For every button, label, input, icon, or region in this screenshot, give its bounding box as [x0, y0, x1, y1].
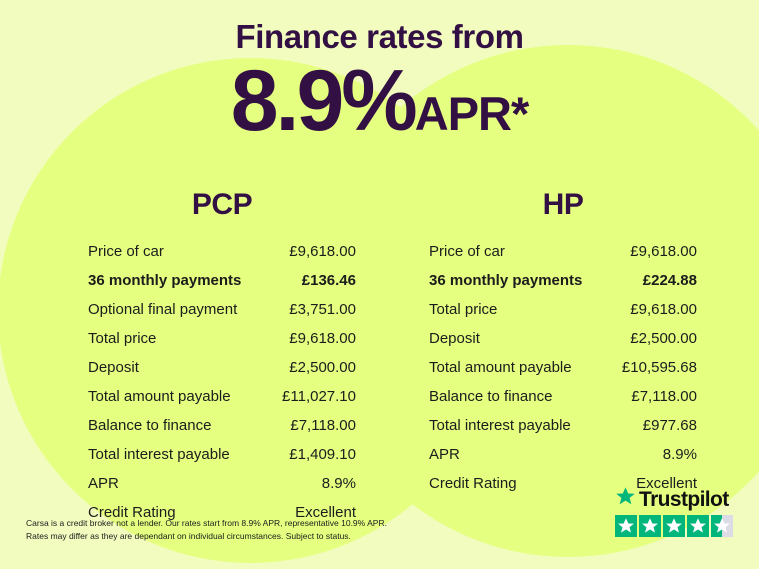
row-value: £10,595.68 [621, 359, 697, 376]
row-label: 36 monthly payments [88, 272, 242, 289]
row-label: Price of car [88, 243, 164, 260]
trustpilot-wordmark: Trustpilot [615, 487, 737, 511]
headline-rate: 8.9%APR* [0, 58, 759, 144]
table-row: Balance to finance £7,118.00 [429, 389, 697, 418]
row-value: £7,118.00 [631, 388, 697, 405]
row-label: Deposit [429, 330, 480, 347]
pcp-rows-body: Price of car £9,618.00 36 monthly payments… [88, 244, 356, 534]
table-row: Credit Rating Excellent [88, 505, 356, 534]
row-value: £9,618.00 [289, 330, 356, 347]
row-label: Total price [429, 301, 498, 318]
row-value: £224.88 [642, 272, 697, 289]
rate-value: 8.9% [230, 53, 418, 149]
page-title: Finance rates from [235, 18, 524, 55]
row-label: Total amount payable [429, 359, 572, 376]
row-value: £9,618.00 [630, 243, 697, 260]
row-value: 8.9% [321, 475, 356, 492]
trustpilot-star-icon [615, 486, 636, 512]
row-label: Price of car [429, 243, 505, 260]
row-label: Total amount payable [88, 388, 231, 405]
row-value: £7,118.00 [290, 417, 356, 434]
row-value: £2,500.00 [289, 359, 356, 376]
row-value: Excellent [636, 475, 697, 492]
disclaimer-line-2: Rates may differ as they are dependant o… [26, 531, 351, 542]
row-value: £3,751.00 [289, 301, 356, 318]
table-row: Balance to finance £7,118.00 [88, 418, 356, 447]
table-row: Total interest payable £977.68 [429, 418, 697, 447]
row-label: Balance to finance [88, 417, 212, 434]
row-value: 8.9% [662, 446, 697, 463]
rate-unit: APR* [414, 87, 530, 140]
table-row: Total amount payable £11,027.10 [88, 389, 356, 418]
row-value: £2,500.00 [630, 330, 697, 347]
trustpilot-star-rating [615, 515, 737, 537]
row-label: 36 monthly payments [429, 272, 583, 289]
table-row: APR 8.9% [88, 476, 356, 505]
table-row: Optional final payment £3,751.00 [88, 302, 356, 331]
table-row: Credit Rating Excellent [429, 476, 697, 505]
table-row: Price of car £9,618.00 [429, 244, 697, 273]
row-label: APR [429, 446, 460, 463]
table-row: Total price £9,618.00 [88, 331, 356, 360]
row-label: Total price [88, 330, 157, 347]
table-title-pcp: PCP [191, 188, 253, 221]
trustpilot-full-star-icon [615, 515, 637, 537]
row-value: £9,618.00 [630, 301, 697, 318]
row-label: Credit Rating [88, 504, 176, 521]
pcp-rows-table: Price of car £9,618.00 36 monthly payments… [88, 244, 356, 534]
table-row: 36 monthly payments £136.46 [88, 273, 356, 302]
trustpilot-full-star-icon [687, 515, 709, 537]
row-label: APR [88, 475, 119, 492]
row-value: £11,027.10 [282, 388, 356, 405]
row-label: Balance to finance [429, 388, 553, 405]
table-row: APR 8.9% [429, 447, 697, 476]
row-value: £977.68 [642, 417, 697, 434]
row-value: Excellent [295, 504, 356, 521]
row-label: Deposit [88, 359, 139, 376]
trustpilot-name: Trustpilot [639, 487, 729, 511]
row-label: Credit Rating [429, 475, 517, 492]
table-title-hp: HP [542, 188, 584, 221]
background-circle-right [312, 45, 759, 557]
table-row: Price of car £9,618.00 [88, 244, 356, 273]
table-row: Deposit £2,500.00 [88, 360, 356, 389]
table-row: Total amount payable £10,595.68 [429, 360, 697, 389]
hp-rows-table: Price of car £9,618.00 36 monthly payments… [429, 244, 697, 505]
trustpilot-half-star-icon [711, 515, 733, 537]
disclaimer-line-1: Carsa is a credit broker not a lender. O… [26, 518, 387, 528]
trustpilot-full-star-icon [663, 515, 685, 537]
row-label: Optional final payment [88, 301, 238, 318]
disclaimer: Carsa is a credit broker not a lender. O… [26, 517, 426, 543]
row-value: £136.46 [301, 272, 356, 289]
table-row: Total interest payable £1,409.10 [88, 447, 356, 476]
table-row: Deposit £2,500.00 [429, 331, 697, 360]
trustpilot-full-star-icon [639, 515, 661, 537]
table-row: 36 monthly payments £224.88 [429, 273, 697, 302]
trustpilot-badge[interactable]: Trustpilot [615, 487, 737, 537]
row-label: Total interest payable [429, 417, 571, 434]
finance-table-pcp: PCP Price of car £9,618.00 36 monthly paym… [88, 190, 356, 534]
hp-rows-body: Price of car £9,618.00 36 monthly payments… [429, 244, 697, 505]
finance-table-hp: HP Price of car £9,618.00 36 monthly payme… [429, 190, 697, 505]
table-row: Total price £9,618.00 [429, 302, 697, 331]
row-value: £9,618.00 [289, 243, 356, 260]
row-label: Total interest payable [88, 446, 230, 463]
row-value: £1,409.10 [289, 446, 356, 463]
